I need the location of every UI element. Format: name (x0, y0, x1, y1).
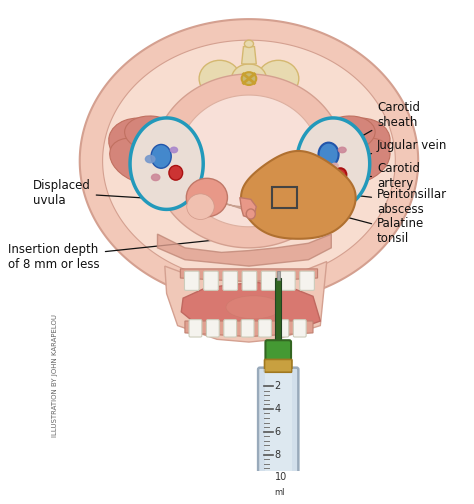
Text: 2: 2 (274, 381, 281, 391)
Polygon shape (165, 262, 327, 342)
Polygon shape (181, 283, 320, 333)
Bar (260, 369, 264, 504)
Ellipse shape (109, 118, 182, 173)
Ellipse shape (226, 296, 281, 319)
Text: ml: ml (274, 488, 285, 497)
Ellipse shape (151, 145, 171, 168)
Polygon shape (297, 118, 370, 209)
Ellipse shape (186, 178, 228, 217)
Text: Insertion depth
of 8 mm or less: Insertion depth of 8 mm or less (8, 234, 268, 271)
Ellipse shape (258, 60, 299, 97)
Ellipse shape (146, 155, 155, 163)
FancyBboxPatch shape (281, 271, 295, 290)
Text: Displaced
uvula: Displaced uvula (33, 179, 239, 207)
FancyBboxPatch shape (264, 359, 292, 372)
Ellipse shape (316, 154, 365, 186)
Ellipse shape (316, 174, 325, 180)
Text: 4: 4 (274, 404, 281, 414)
Ellipse shape (335, 168, 346, 181)
Polygon shape (178, 95, 320, 227)
FancyBboxPatch shape (261, 271, 276, 290)
Polygon shape (102, 40, 395, 282)
Bar (292, 369, 297, 504)
FancyBboxPatch shape (258, 367, 298, 504)
Polygon shape (80, 19, 418, 303)
Text: ILLUSTRATION BY JOHN KARAPELOU: ILLUSTRATION BY JOHN KARAPELOU (52, 314, 58, 437)
Ellipse shape (135, 154, 184, 186)
FancyBboxPatch shape (259, 320, 272, 337)
FancyBboxPatch shape (189, 320, 202, 337)
FancyBboxPatch shape (241, 320, 254, 337)
Bar (277, 271, 280, 280)
Polygon shape (241, 151, 356, 239)
FancyBboxPatch shape (223, 271, 237, 290)
Text: Carotid
artery: Carotid artery (340, 162, 420, 191)
Text: Carotid
sheath: Carotid sheath (340, 101, 420, 149)
Ellipse shape (245, 40, 254, 47)
Ellipse shape (316, 118, 390, 173)
Text: 10: 10 (274, 472, 287, 482)
Ellipse shape (199, 60, 240, 97)
Text: Peritonsillar
abscess: Peritonsillar abscess (337, 188, 447, 216)
Ellipse shape (170, 147, 178, 153)
FancyBboxPatch shape (224, 320, 237, 337)
FancyBboxPatch shape (204, 271, 219, 290)
Ellipse shape (187, 194, 214, 219)
Bar (275, 278, 281, 351)
FancyBboxPatch shape (293, 320, 306, 337)
Ellipse shape (242, 72, 256, 85)
Ellipse shape (331, 138, 390, 184)
Text: Jugular vein: Jugular vein (337, 139, 447, 160)
Polygon shape (180, 135, 318, 211)
Ellipse shape (320, 116, 375, 151)
Ellipse shape (232, 64, 266, 93)
FancyBboxPatch shape (300, 271, 314, 290)
Text: Palatine
tonsil: Palatine tonsil (327, 212, 424, 245)
Text: 6: 6 (274, 427, 281, 436)
Bar (272, 186, 298, 209)
Polygon shape (185, 321, 313, 337)
Ellipse shape (109, 138, 169, 184)
Ellipse shape (125, 116, 179, 151)
Ellipse shape (152, 174, 160, 180)
Ellipse shape (332, 163, 338, 168)
Polygon shape (157, 234, 331, 266)
Ellipse shape (246, 209, 255, 219)
Text: 8: 8 (274, 450, 281, 460)
FancyBboxPatch shape (242, 271, 257, 290)
Polygon shape (130, 118, 203, 209)
Polygon shape (240, 198, 256, 218)
Polygon shape (180, 269, 318, 282)
Ellipse shape (338, 147, 346, 153)
FancyBboxPatch shape (206, 320, 219, 337)
FancyBboxPatch shape (184, 271, 199, 290)
Polygon shape (242, 46, 256, 64)
FancyBboxPatch shape (265, 340, 291, 364)
Ellipse shape (319, 143, 338, 166)
Polygon shape (153, 74, 345, 248)
Ellipse shape (169, 165, 182, 180)
FancyBboxPatch shape (276, 320, 289, 337)
